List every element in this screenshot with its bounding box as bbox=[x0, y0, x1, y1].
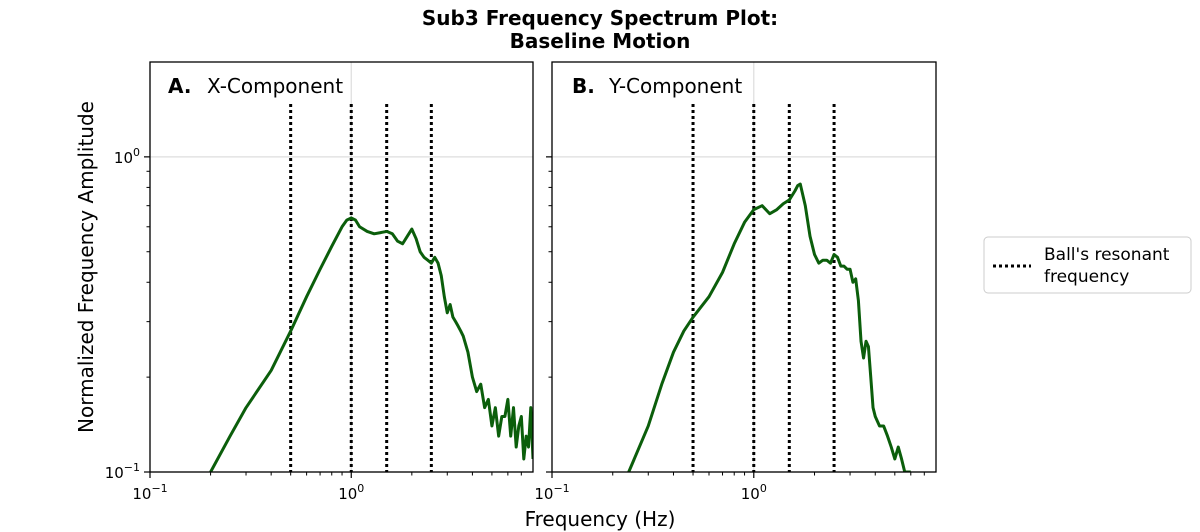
x-axis-label: Frequency (Hz) bbox=[525, 507, 676, 531]
series-group bbox=[209, 216, 533, 472]
x-tick-label: 10−1 bbox=[534, 482, 569, 503]
x-tick-label-base: 10 bbox=[132, 485, 151, 503]
y-tick-label-base: 10 bbox=[105, 464, 124, 482]
plot-frame bbox=[149, 61, 534, 473]
x-tick-label-exponent: −1 bbox=[151, 482, 167, 495]
series-group bbox=[627, 182, 911, 472]
grid-lines bbox=[551, 62, 936, 473]
y-tick-label: 100 bbox=[114, 146, 140, 167]
series-line bbox=[209, 216, 533, 472]
x-tick-label-exponent: −1 bbox=[553, 482, 569, 495]
resonance-lines bbox=[289, 104, 433, 472]
tick-marks bbox=[144, 156, 522, 478]
y-tick-label-base: 10 bbox=[114, 149, 133, 167]
x-tick-label: 100 bbox=[741, 482, 767, 503]
legend-label-line2: frequency bbox=[1044, 267, 1129, 287]
plot-frame bbox=[551, 61, 937, 473]
tick-labels: 10−1 100 bbox=[534, 482, 766, 503]
panel-tag: A. bbox=[168, 74, 191, 98]
y-axis-label: Normalized Frequency Amplitude bbox=[74, 101, 98, 433]
legend-box bbox=[983, 236, 1192, 294]
chart-title-line1: Sub3 Frequency Spectrum Plot: bbox=[422, 6, 778, 30]
x-tick-label-base: 10 bbox=[338, 485, 357, 503]
legend: Ball's resonant frequency bbox=[983, 236, 1192, 294]
x-tick-label-base: 10 bbox=[534, 485, 553, 503]
legend-label: Ball's resonant frequency bbox=[1044, 245, 1175, 287]
y-tick-label-exponent: −1 bbox=[124, 461, 140, 474]
x-tick-label: 10−1 bbox=[132, 482, 167, 503]
x-tick-label-exponent: 0 bbox=[760, 482, 767, 495]
x-tick-label: 100 bbox=[338, 482, 364, 503]
x-tick-label-base: 10 bbox=[741, 485, 760, 503]
y-tick-label-exponent: 0 bbox=[133, 146, 140, 159]
y-tick-label: 10−1 bbox=[105, 461, 140, 482]
panel-y-component: 10−1 100 B. Y-Component bbox=[534, 61, 937, 503]
resonance-lines bbox=[691, 104, 836, 472]
chart-title-line2: Baseline Motion bbox=[510, 29, 691, 53]
panel-tag: B. bbox=[572, 74, 595, 98]
legend-label-line1: Ball's resonant bbox=[1044, 245, 1170, 265]
panel-title: Y-Component bbox=[608, 74, 742, 98]
panel-title: X-Component bbox=[207, 74, 343, 98]
tick-marks bbox=[546, 156, 925, 478]
grid-lines bbox=[149, 62, 533, 473]
x-tick-label-exponent: 0 bbox=[357, 482, 364, 495]
series-line bbox=[627, 182, 911, 472]
